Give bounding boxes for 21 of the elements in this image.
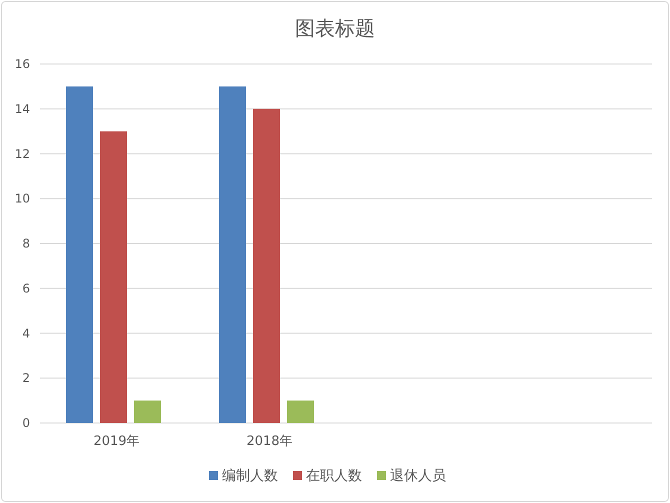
bar [287,400,314,423]
y-tick-label: 6 [22,281,30,296]
y-tick-label: 4 [22,326,30,340]
x-tick-label: 2018年 [246,434,293,449]
bar [134,400,161,423]
legend-label: 在职人数 [306,468,362,484]
bar [100,131,127,423]
y-tick-label: 14 [14,102,30,116]
bar [66,86,93,423]
y-tick-label: 0 [22,416,30,430]
y-tick-label: 8 [22,236,30,250]
y-tick-label: 12 [14,146,30,161]
chart-title: 图表标题 [295,16,375,40]
y-tick-label: 10 [14,192,30,206]
legend-label: 编制人数 [222,468,278,484]
bar [253,108,280,423]
x-tick-label: 2019年 [93,434,140,449]
legend-label: 退休人员 [390,468,446,484]
y-tick-label: 16 [14,57,30,71]
bar [219,86,246,423]
y-tick-label: 2 [22,371,30,386]
